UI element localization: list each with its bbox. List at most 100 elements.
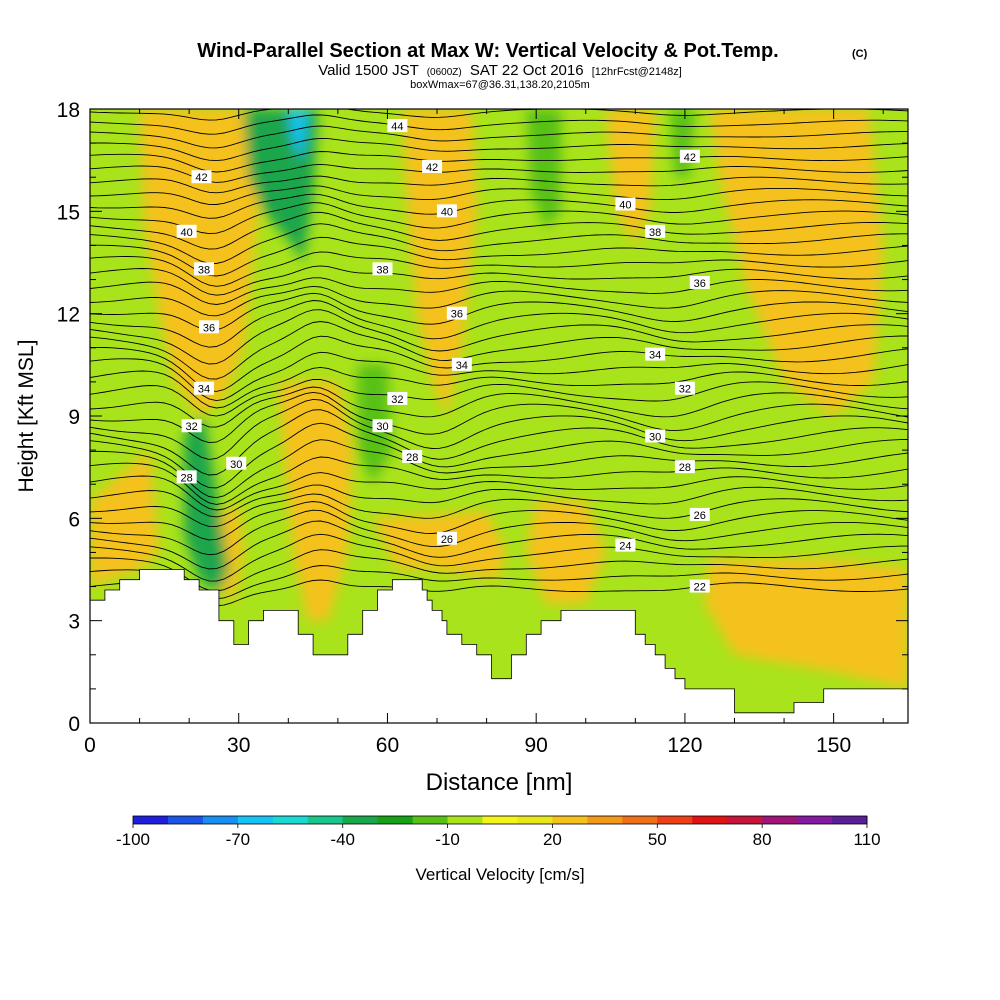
chart-subtitle: Valid 1500 JST (0600Z) SAT 22 Oct 2016 [… bbox=[318, 62, 682, 79]
contour-label-box bbox=[194, 381, 215, 395]
subtitle-utc: (0600Z) bbox=[427, 67, 462, 78]
contour-line-20 bbox=[90, 335, 908, 392]
contour-label-text: 30 bbox=[649, 431, 661, 443]
contour-label-box bbox=[615, 538, 636, 552]
contour-label-3: 42 bbox=[679, 149, 700, 164]
contour-label-0: 44 bbox=[387, 119, 408, 133]
contour-label-text: 26 bbox=[694, 510, 706, 522]
contour-label-22: 28 bbox=[176, 470, 197, 484]
contour-line-33 bbox=[90, 193, 908, 219]
contour-label-box bbox=[198, 320, 219, 334]
contour-label-box bbox=[645, 224, 666, 238]
contour-label-5: 40 bbox=[436, 204, 457, 218]
contour-label-text: 34 bbox=[649, 350, 661, 362]
contour-line-37 bbox=[90, 151, 908, 173]
contour-label-2: 42 bbox=[422, 159, 443, 174]
contour-line-16 bbox=[90, 386, 908, 428]
y-axis-label: Height [Kft MSL] bbox=[15, 340, 38, 493]
contour-label-box bbox=[436, 204, 457, 218]
contour-line-41 bbox=[90, 109, 908, 121]
contour-label-17: 32 bbox=[387, 391, 408, 406]
contour-label-box bbox=[451, 357, 472, 371]
downdraft-region-18 bbox=[526, 109, 561, 229]
subtitle-forecast: [12hrFcst@2148z] bbox=[592, 66, 682, 78]
contour-line-5 bbox=[90, 509, 908, 556]
contour-label-15: 34 bbox=[645, 347, 666, 362]
contour-label-text: 28 bbox=[679, 462, 691, 474]
colorbar-tick-label: 50 bbox=[648, 830, 667, 849]
contour-label-box bbox=[372, 419, 393, 433]
contour-line-17 bbox=[90, 378, 908, 417]
colorbar-swatch bbox=[832, 816, 868, 824]
contour-label-box bbox=[645, 347, 666, 361]
contour-line-39 bbox=[90, 125, 908, 149]
contour-line-11 bbox=[90, 439, 908, 499]
contour-label-box bbox=[387, 391, 408, 405]
colorbar-swatch bbox=[412, 816, 449, 824]
contour-label-28: 22 bbox=[689, 579, 710, 594]
contour-label-text: 40 bbox=[619, 200, 631, 212]
contour-line-29 bbox=[90, 236, 908, 277]
contour-line-24 bbox=[90, 292, 908, 331]
y-tick-label: 12 bbox=[57, 304, 80, 327]
contour-label-box bbox=[402, 449, 423, 463]
contour-label-box bbox=[615, 197, 636, 211]
contour-line-0 bbox=[90, 579, 908, 607]
colorbar-swatch bbox=[167, 816, 204, 824]
contour-line-1 bbox=[90, 565, 908, 600]
contour-label-box bbox=[194, 262, 215, 276]
contour-label-box bbox=[226, 456, 247, 470]
contour-label-text: 40 bbox=[181, 227, 193, 239]
contour-label-box bbox=[689, 275, 710, 289]
colorbar-swatch bbox=[692, 816, 728, 824]
colorbar-swatch bbox=[447, 816, 484, 824]
contour-line-4 bbox=[90, 520, 908, 570]
colorbar-swatch bbox=[237, 816, 274, 824]
colorbar-swatch bbox=[622, 816, 658, 824]
colorbar: -100 -70 -40 -10 20 50 80 110 bbox=[116, 815, 881, 849]
contour-line-25 bbox=[90, 285, 908, 317]
colorbar-swatch bbox=[272, 816, 309, 824]
x-axis-label: Distance [nm] bbox=[426, 769, 573, 796]
contour-label-text: 38 bbox=[649, 227, 661, 239]
contour-label-9: 38 bbox=[645, 224, 666, 239]
updraft-region-8 bbox=[605, 109, 656, 246]
colorbar-tick-label: -70 bbox=[226, 830, 251, 849]
colorbar-swatch bbox=[727, 816, 763, 824]
colorbar-tick-label: -100 bbox=[116, 830, 150, 849]
contour-label-18: 32 bbox=[674, 381, 695, 396]
y-tick-label: 15 bbox=[57, 201, 80, 224]
colorbar-swatch bbox=[657, 816, 693, 824]
updraft-region-10 bbox=[372, 511, 507, 580]
contour-label-box bbox=[387, 119, 408, 133]
contour-label-text: 24 bbox=[619, 541, 631, 553]
colorbar-tick-label: -10 bbox=[435, 830, 460, 849]
contour-line-9 bbox=[90, 472, 908, 511]
subtitle-date: SAT 22 Oct 2016 bbox=[470, 62, 584, 79]
contour-label-text: 34 bbox=[198, 384, 210, 396]
contour-label-26: 26 bbox=[689, 507, 710, 522]
contour-label-4: 40 bbox=[176, 224, 197, 239]
contour-line-22 bbox=[90, 309, 908, 365]
updraft-region-7 bbox=[402, 109, 477, 416]
contour-label-box bbox=[446, 306, 467, 320]
contour-label-25: 26 bbox=[436, 531, 457, 546]
contour-label-box bbox=[422, 159, 443, 173]
x-tick-label: 120 bbox=[667, 734, 702, 757]
contour-label-text: 36 bbox=[694, 278, 706, 290]
contour-label-text: 42 bbox=[684, 152, 696, 164]
contour-label-text: 40 bbox=[441, 206, 453, 218]
contour-line-2 bbox=[90, 549, 908, 592]
contour-label-text: 34 bbox=[456, 360, 468, 372]
colorbar-swatch bbox=[133, 816, 169, 824]
contour-label-text: 32 bbox=[186, 421, 198, 433]
contour-line-31 bbox=[90, 211, 908, 250]
contour-line-8 bbox=[90, 484, 908, 518]
contour-label-text: 22 bbox=[694, 582, 706, 594]
contour-label-box bbox=[372, 262, 393, 276]
colorbar-tick-label: 110 bbox=[853, 830, 880, 849]
chart-title-mark: (C) bbox=[852, 48, 868, 60]
x-tick-label: 90 bbox=[525, 734, 548, 757]
contour-line-15 bbox=[90, 391, 908, 444]
y-tick-label: 3 bbox=[68, 611, 80, 634]
